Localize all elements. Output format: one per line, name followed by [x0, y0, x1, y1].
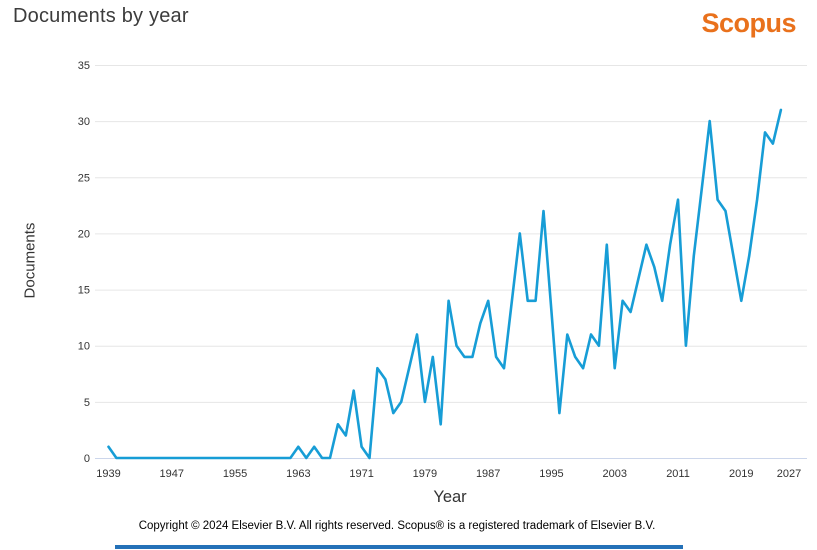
y-tick-label: 25	[78, 172, 90, 184]
x-tick-label: 1955	[223, 468, 247, 480]
bottom-divider	[115, 545, 683, 549]
x-tick-label: 1995	[539, 468, 563, 480]
x-tick-label: 1987	[476, 468, 500, 480]
y-tick-label: 15	[78, 285, 90, 297]
y-tick-label: 5	[84, 397, 90, 409]
x-tick-label: 1939	[96, 468, 120, 480]
x-tick-label: 2027	[777, 468, 801, 480]
x-tick-label: 2003	[602, 468, 626, 480]
page-title: Documents by year	[13, 5, 189, 27]
x-tick-label: 2011	[666, 468, 690, 480]
x-tick-label: 2019	[729, 468, 753, 480]
x-tick-label: 1947	[160, 468, 184, 480]
y-tick-label: 35	[78, 60, 90, 72]
documents-series-line	[107, 108, 783, 460]
x-tick-label: 1963	[286, 468, 310, 480]
y-tick-label: 20	[78, 228, 90, 240]
x-axis-title: Year	[433, 488, 467, 506]
y-tick-label: 0	[84, 453, 90, 465]
x-tick-label: 1979	[413, 468, 437, 480]
y-tick-label: 10	[78, 341, 90, 353]
y-tick-label: 30	[78, 116, 90, 128]
y-axis-title: Documents	[21, 222, 39, 299]
scopus-logo[interactable]: Scopus	[701, 8, 796, 38]
footer-copyright: Copyright © 2024 Elsevier B.V. All right…	[138, 520, 656, 532]
x-tick-label: 1971	[349, 468, 373, 480]
